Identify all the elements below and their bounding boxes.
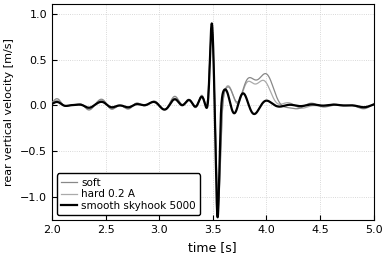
- soft: [259, 75, 264, 78]
- soft: [372, 102, 376, 105]
- hard 0.2 A: [314, 104, 319, 107]
- soft: [314, 103, 319, 106]
- soft: [173, 95, 177, 98]
- hard 0.2 A: [243, 84, 247, 87]
- soft: [50, 101, 54, 104]
- smooth skyhook 5000: [108, 106, 113, 109]
- smooth skyhook 5000: [372, 103, 376, 106]
- smooth skyhook 5000: [243, 94, 247, 97]
- hard 0.2 A: [290, 102, 295, 106]
- hard 0.2 A: [108, 107, 113, 110]
- Y-axis label: rear vertical velocity [m/s]: rear vertical velocity [m/s]: [4, 38, 14, 186]
- smooth skyhook 5000: [50, 102, 54, 106]
- soft: [209, 26, 214, 29]
- smooth skyhook 5000: [215, 216, 220, 219]
- soft: [216, 206, 221, 209]
- Line: smooth skyhook 5000: smooth skyhook 5000: [52, 23, 374, 217]
- smooth skyhook 5000: [173, 98, 177, 101]
- hard 0.2 A: [259, 79, 264, 82]
- smooth skyhook 5000: [259, 103, 264, 107]
- Line: hard 0.2 A: hard 0.2 A: [52, 31, 374, 203]
- smooth skyhook 5000: [290, 103, 295, 107]
- soft: [243, 82, 247, 85]
- X-axis label: time [s]: time [s]: [188, 240, 237, 254]
- hard 0.2 A: [209, 29, 214, 33]
- smooth skyhook 5000: [314, 103, 319, 106]
- Line: soft: soft: [52, 28, 374, 208]
- hard 0.2 A: [173, 96, 177, 100]
- hard 0.2 A: [372, 103, 376, 106]
- soft: [108, 107, 113, 110]
- hard 0.2 A: [50, 102, 54, 105]
- hard 0.2 A: [216, 201, 221, 204]
- Legend: soft, hard 0.2 A, smooth skyhook 5000: soft, hard 0.2 A, smooth skyhook 5000: [57, 173, 200, 215]
- smooth skyhook 5000: [209, 22, 214, 25]
- soft: [290, 107, 295, 110]
